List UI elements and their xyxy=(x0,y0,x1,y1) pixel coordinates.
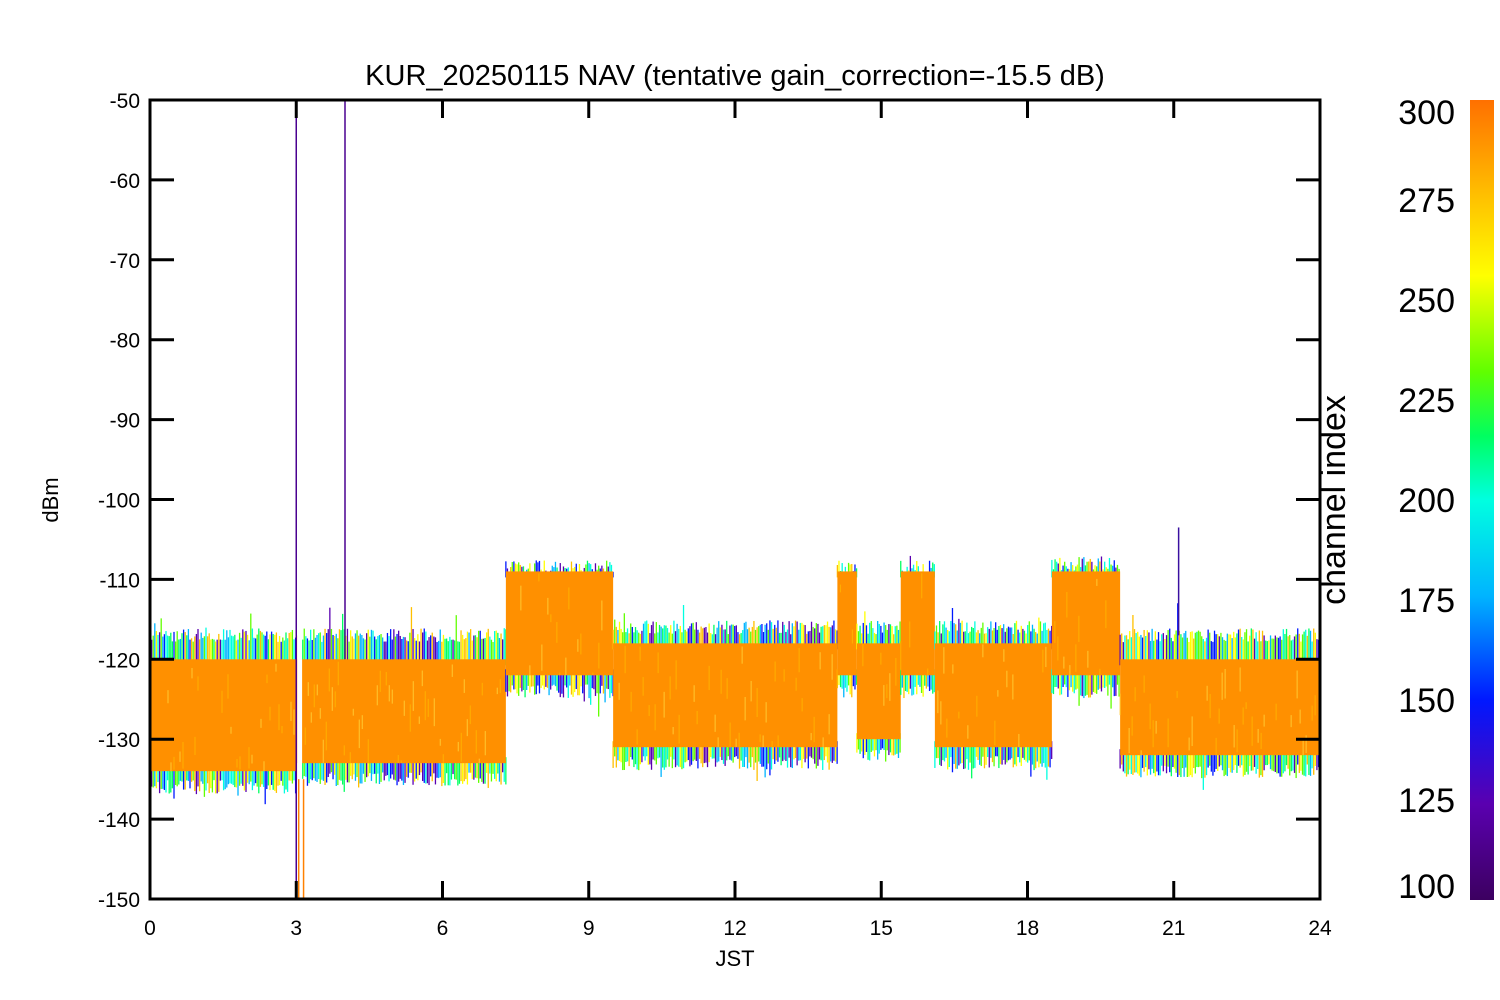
colorbar-tick-label: 300 xyxy=(1398,94,1455,132)
y-tick-label: -150 xyxy=(98,889,140,912)
colorbar-tick-label: 175 xyxy=(1398,582,1455,620)
orange-band xyxy=(296,659,506,764)
x-tick-label: 3 xyxy=(290,917,302,940)
colorbar-gradient xyxy=(1470,100,1494,900)
orange-band xyxy=(151,659,297,772)
data-segment xyxy=(934,608,1053,780)
colorbar-tick-label: 100 xyxy=(1398,868,1455,906)
data-segment xyxy=(295,607,507,792)
orange-band xyxy=(1051,571,1121,676)
colorbar-tick-label: 275 xyxy=(1398,182,1455,220)
colorbar-ticks: 100 125 150 175 200 225 250 275 300 xyxy=(1398,94,1455,906)
data-segment xyxy=(612,605,838,781)
y-tick-label: -100 xyxy=(98,490,140,513)
x-tick-label: 12 xyxy=(723,917,746,940)
y-tick-label: -120 xyxy=(98,649,140,672)
data-segment xyxy=(900,555,935,699)
x-tick-label: 21 xyxy=(1162,917,1185,940)
x-tick-label: 6 xyxy=(437,917,449,940)
y-tick-label: -50 xyxy=(110,90,140,113)
x-tick-label: 18 xyxy=(1016,917,1039,940)
orange-band xyxy=(613,643,838,748)
x-tick-label: 9 xyxy=(583,917,595,940)
y-tick-label: -140 xyxy=(98,809,140,832)
orange-band xyxy=(505,571,614,676)
chart-title: KUR_20250115 NAV (tentative gain_correct… xyxy=(365,60,1105,92)
colorbar-label: channel index xyxy=(1315,395,1353,605)
x-tick-label: 0 xyxy=(144,917,156,940)
y-tick-label: -90 xyxy=(110,410,140,433)
plot-area xyxy=(151,100,1320,899)
data-segment xyxy=(1119,603,1320,790)
y-tick-label: -60 xyxy=(110,170,140,193)
orange-band xyxy=(934,643,1052,748)
y-axis-label: dBm xyxy=(38,477,63,522)
colorbar-tick-label: 125 xyxy=(1398,782,1455,820)
y-tick-label: -70 xyxy=(110,250,140,273)
orange-band xyxy=(856,643,901,740)
colorbar-tick-label: 150 xyxy=(1398,682,1455,720)
x-axis: 0 3 6 9 12 15 18 21 24 xyxy=(144,100,1332,940)
y-tick-label: -130 xyxy=(98,729,140,752)
y-tick-label: -80 xyxy=(110,330,140,353)
y-tick-label: -110 xyxy=(100,569,140,592)
data-segment xyxy=(836,560,858,698)
data-segment xyxy=(505,560,614,717)
data-gap xyxy=(297,100,303,899)
orange-band xyxy=(837,571,857,676)
data-segment xyxy=(856,611,901,762)
colorbar-tick-label: 250 xyxy=(1398,282,1455,320)
x-tick-label: 15 xyxy=(870,917,893,940)
y-axis: -50 -60 -70 -80 -90 -100 -110 -120 -130 -140 -150 xyxy=(98,90,1320,912)
orange-band xyxy=(900,571,935,676)
colorbar-tick-label: 225 xyxy=(1398,382,1455,420)
x-axis-label: JST xyxy=(715,946,754,971)
colorbar: 100 125 150 175 200 225 250 275 300 channel inde… xyxy=(1315,94,1494,906)
colorbar-tick-label: 200 xyxy=(1398,482,1455,520)
data-segment xyxy=(151,613,297,805)
x-tick-label: 24 xyxy=(1308,917,1332,940)
data-segment xyxy=(1051,556,1121,709)
